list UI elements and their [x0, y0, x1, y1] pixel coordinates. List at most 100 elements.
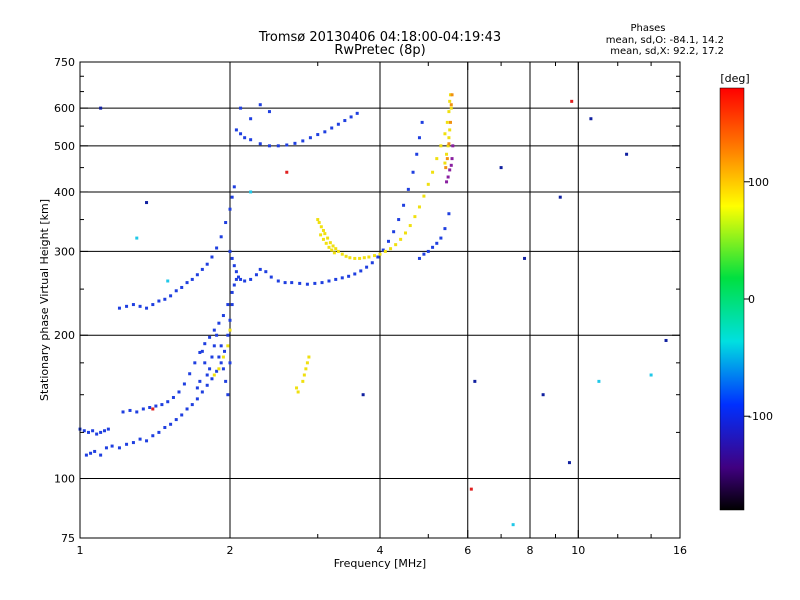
data-point	[239, 277, 243, 281]
data-point	[326, 236, 330, 240]
data-point	[264, 270, 268, 274]
data-point	[84, 453, 88, 457]
data-point	[163, 297, 167, 301]
data-point	[243, 279, 247, 283]
data-point	[324, 241, 328, 245]
data-point	[195, 386, 199, 390]
data-point	[328, 241, 332, 245]
data-point	[180, 285, 184, 289]
data-point	[373, 254, 377, 258]
data-point	[226, 303, 230, 307]
data-point	[234, 270, 238, 274]
data-point	[151, 303, 155, 307]
data-point	[323, 130, 327, 134]
data-point	[104, 446, 108, 450]
data-point	[219, 235, 223, 239]
data-point	[198, 350, 202, 354]
data-point	[230, 256, 234, 260]
data-point	[406, 187, 410, 191]
data-point	[383, 249, 387, 253]
data-point	[212, 328, 216, 332]
data-point	[217, 321, 221, 325]
colorbar: [deg] 100 0 -100	[719, 72, 773, 511]
data-point	[203, 361, 207, 365]
data-point	[448, 168, 452, 172]
data-point	[449, 163, 453, 167]
y-tick-label: 750	[54, 56, 75, 69]
data-point	[285, 170, 289, 174]
data-point	[226, 333, 230, 337]
data-point	[215, 369, 219, 373]
data-point	[91, 429, 95, 433]
data-point	[301, 139, 305, 143]
data-point	[443, 132, 447, 136]
data-point	[145, 306, 149, 310]
data-point	[135, 410, 139, 414]
data-point	[589, 117, 593, 121]
y-tick-label: 500	[54, 140, 75, 153]
data-point	[305, 282, 309, 286]
data-point	[447, 136, 451, 140]
data-point	[330, 248, 334, 252]
data-point	[236, 275, 240, 279]
y-tick-label: 200	[54, 329, 75, 342]
data-point	[171, 395, 175, 399]
data-point	[221, 314, 225, 318]
data-point	[215, 246, 219, 250]
data-point	[420, 120, 424, 124]
data-point	[217, 367, 221, 371]
data-point	[316, 218, 320, 222]
stats-line-x: mean, sd,X: 92.2, 17.2	[610, 46, 724, 57]
data-point	[446, 144, 450, 148]
data-point	[449, 106, 453, 110]
data-point	[448, 120, 452, 124]
data-point	[447, 212, 451, 216]
data-point	[448, 128, 452, 132]
data-point	[219, 344, 223, 348]
data-point	[210, 377, 214, 381]
data-point	[163, 426, 167, 429]
data-point	[511, 523, 515, 527]
data-point	[151, 434, 155, 438]
data-point	[185, 281, 189, 285]
data-point	[210, 255, 214, 259]
data-point	[319, 225, 323, 229]
data-point	[145, 201, 149, 205]
colorbar-tick-label: -100	[748, 410, 773, 423]
data-point	[166, 400, 170, 404]
data-point	[450, 93, 454, 97]
data-point	[99, 453, 103, 457]
data-point	[217, 355, 221, 359]
data-point	[169, 422, 173, 426]
data-point	[444, 166, 448, 170]
data-point	[157, 299, 161, 303]
data-point	[151, 407, 155, 411]
data-point	[226, 344, 230, 348]
data-point	[664, 338, 668, 342]
data-point	[212, 373, 216, 377]
data-point	[473, 379, 477, 383]
data-point	[447, 110, 451, 114]
data-point	[447, 142, 451, 146]
data-point	[376, 255, 380, 259]
data-point	[160, 403, 164, 407]
data-point	[445, 157, 449, 161]
data-point	[190, 277, 194, 281]
data-point	[128, 408, 132, 412]
data-point	[125, 304, 129, 308]
data-point	[230, 195, 234, 199]
data-point	[228, 361, 232, 365]
data-point	[316, 133, 320, 137]
data-point	[541, 393, 545, 397]
data-point	[230, 290, 234, 294]
data-point	[290, 281, 294, 285]
data-point	[205, 262, 209, 266]
data-point	[320, 281, 324, 285]
data-point	[397, 218, 401, 222]
data-point	[243, 136, 247, 140]
data-point	[249, 277, 253, 281]
grid-lines	[80, 62, 680, 538]
data-point	[301, 379, 305, 383]
data-point	[195, 273, 199, 277]
